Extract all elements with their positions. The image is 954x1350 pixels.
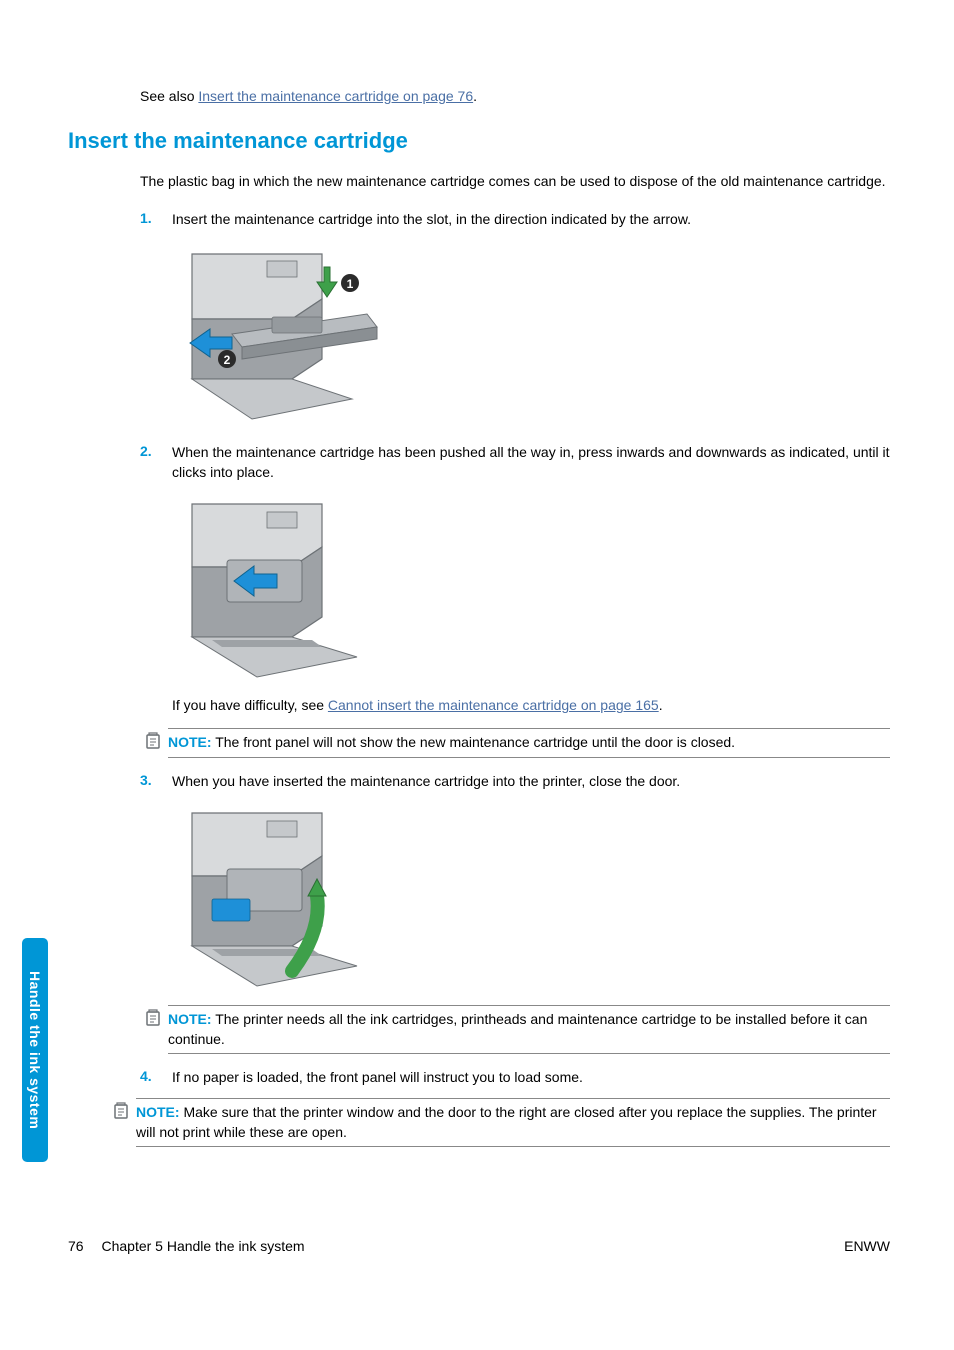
- note-icon: [108, 1098, 136, 1125]
- svg-text:1: 1: [347, 277, 354, 291]
- see-also-prefix: See also: [140, 88, 198, 104]
- page-number: 76: [68, 1238, 84, 1254]
- chapter-title: Chapter 5 Handle the ink system: [101, 1238, 304, 1254]
- step-2-text: When the maintenance cartridge has been …: [172, 443, 890, 482]
- footer-right: ENWW: [844, 1238, 890, 1254]
- note-1-text: The front panel will not show the new ma…: [215, 734, 735, 750]
- step-4: 4. If no paper is loaded, the front pane…: [140, 1068, 890, 1088]
- side-tab-label: Handle the ink system: [27, 971, 43, 1129]
- step-4-number: 4.: [140, 1068, 172, 1088]
- see-also-suffix: .: [473, 88, 477, 104]
- note-3-box: NOTE: Make sure that the printer window …: [136, 1098, 890, 1147]
- note-2-text: The printer needs all the ink cartridges…: [168, 1011, 867, 1047]
- note-icon: [140, 728, 168, 755]
- step-1-number: 1.: [140, 210, 172, 230]
- figure-3: [172, 801, 890, 991]
- step-3-number: 3.: [140, 772, 172, 792]
- step-4-text: If no paper is loaded, the front panel w…: [172, 1068, 890, 1088]
- note-1: NOTE: The front panel will not show the …: [140, 728, 890, 758]
- note-label: NOTE:: [136, 1104, 180, 1120]
- footer-left: 76 Chapter 5 Handle the ink system: [68, 1238, 305, 1254]
- note-2-box: NOTE: The printer needs all the ink cart…: [168, 1005, 890, 1054]
- step-2-followup-link[interactable]: Cannot insert the maintenance cartridge …: [328, 697, 659, 713]
- note-3: NOTE: Make sure that the printer window …: [108, 1098, 890, 1147]
- figure-2: [172, 492, 890, 682]
- step-2-followup-prefix: If you have difficulty, see: [172, 697, 328, 713]
- figure-1: 1 2: [172, 239, 890, 429]
- step-2: 2. When the maintenance cartridge has be…: [140, 443, 890, 482]
- page-footer: 76 Chapter 5 Handle the ink system ENWW: [68, 1238, 890, 1254]
- intro-paragraph: The plastic bag in which the new mainten…: [140, 172, 890, 192]
- step-2-followup-suffix: .: [659, 697, 663, 713]
- page-content: See also Insert the maintenance cartridg…: [68, 88, 890, 1161]
- note-label: NOTE:: [168, 1011, 212, 1027]
- see-also-link[interactable]: Insert the maintenance cartridge on page…: [198, 88, 473, 104]
- note-3-text: Make sure that the printer window and th…: [136, 1104, 877, 1140]
- note-label: NOTE:: [168, 734, 212, 750]
- step-3: 3. When you have inserted the maintenanc…: [140, 772, 890, 792]
- step-3-text: When you have inserted the maintenance c…: [172, 772, 890, 792]
- note-1-box: NOTE: The front panel will not show the …: [168, 728, 890, 758]
- section-heading: Insert the maintenance cartridge: [68, 128, 890, 154]
- svg-text:2: 2: [224, 353, 231, 367]
- note-2: NOTE: The printer needs all the ink cart…: [140, 1005, 890, 1054]
- step-1-text: Insert the maintenance cartridge into th…: [172, 210, 890, 230]
- step-1: 1. Insert the maintenance cartridge into…: [140, 210, 890, 230]
- see-also-line: See also Insert the maintenance cartridg…: [140, 88, 890, 104]
- side-tab: Handle the ink system: [22, 938, 48, 1162]
- note-icon: [140, 1005, 168, 1032]
- step-2-number: 2.: [140, 443, 172, 482]
- step-2-followup: If you have difficulty, see Cannot inser…: [172, 696, 890, 716]
